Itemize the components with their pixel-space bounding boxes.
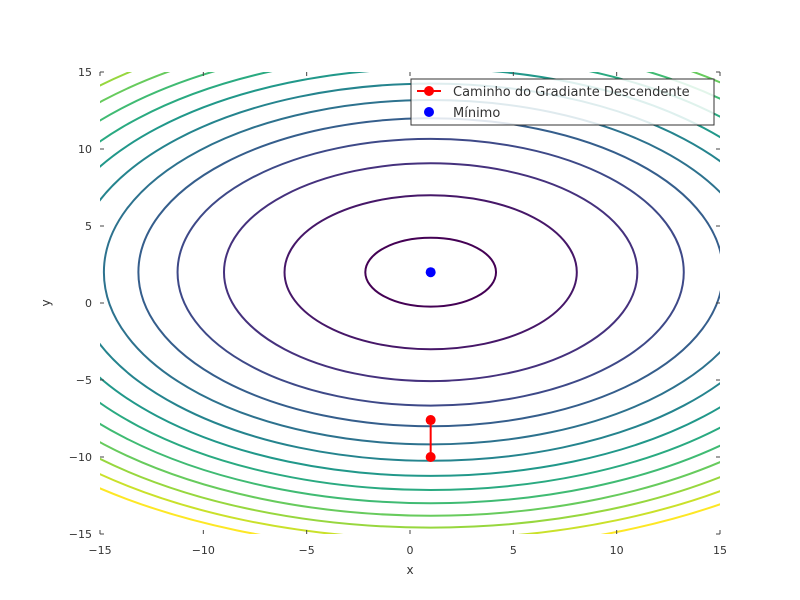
contour-level-2 xyxy=(222,162,639,383)
series-layer xyxy=(425,267,436,462)
y-tick-label: −15 xyxy=(69,528,92,541)
y-tick-label: 10 xyxy=(78,143,92,156)
x-tick-label: 15 xyxy=(713,544,727,557)
minimum-point xyxy=(425,267,436,278)
y-tick-label: 15 xyxy=(78,66,92,79)
gradient-path-point-0 xyxy=(425,452,436,462)
legend-entry-label: Mínimo xyxy=(453,106,500,121)
contour-level-3 xyxy=(176,137,685,407)
legend-marker-swatch xyxy=(424,107,434,117)
legend-box xyxy=(410,78,715,126)
legend: Caminho do Gradiante Descendente Mínimo xyxy=(410,78,715,126)
y-tick-label: 0 xyxy=(85,297,92,310)
y-tick-label: 5 xyxy=(85,220,92,233)
y-axis-ticks: −15 −10 −5 0 5 10 15 xyxy=(69,66,720,541)
y-tick-label: −10 xyxy=(69,451,92,464)
x-tick-label: 0 xyxy=(407,544,414,557)
contour-level-10 xyxy=(100,72,720,517)
gradient-path-point-1 xyxy=(425,415,436,426)
legend-entry-label: Caminho do Gradiante Descendente xyxy=(453,85,690,100)
contour-level-11 xyxy=(100,72,720,529)
x-tick-label: −15 xyxy=(88,544,111,557)
x-tick-label: −10 xyxy=(192,544,215,557)
x-axis-ticks: −15 −10 −5 0 5 10 15 xyxy=(88,72,727,557)
x-tick-label: 10 xyxy=(610,544,624,557)
contour-level-0 xyxy=(364,236,498,308)
x-tick-label: −5 xyxy=(299,544,315,557)
legend-marker-swatch xyxy=(424,86,434,96)
y-axis-label: y xyxy=(39,299,53,306)
x-tick-label: 5 xyxy=(510,544,517,557)
contour-level-7 xyxy=(100,72,720,477)
y-tick-label: −5 xyxy=(76,374,92,387)
contour-level-1 xyxy=(283,194,578,351)
x-axis-label: x xyxy=(406,563,413,577)
contour-level-8 xyxy=(100,72,720,491)
contour-level-9 xyxy=(100,72,720,505)
